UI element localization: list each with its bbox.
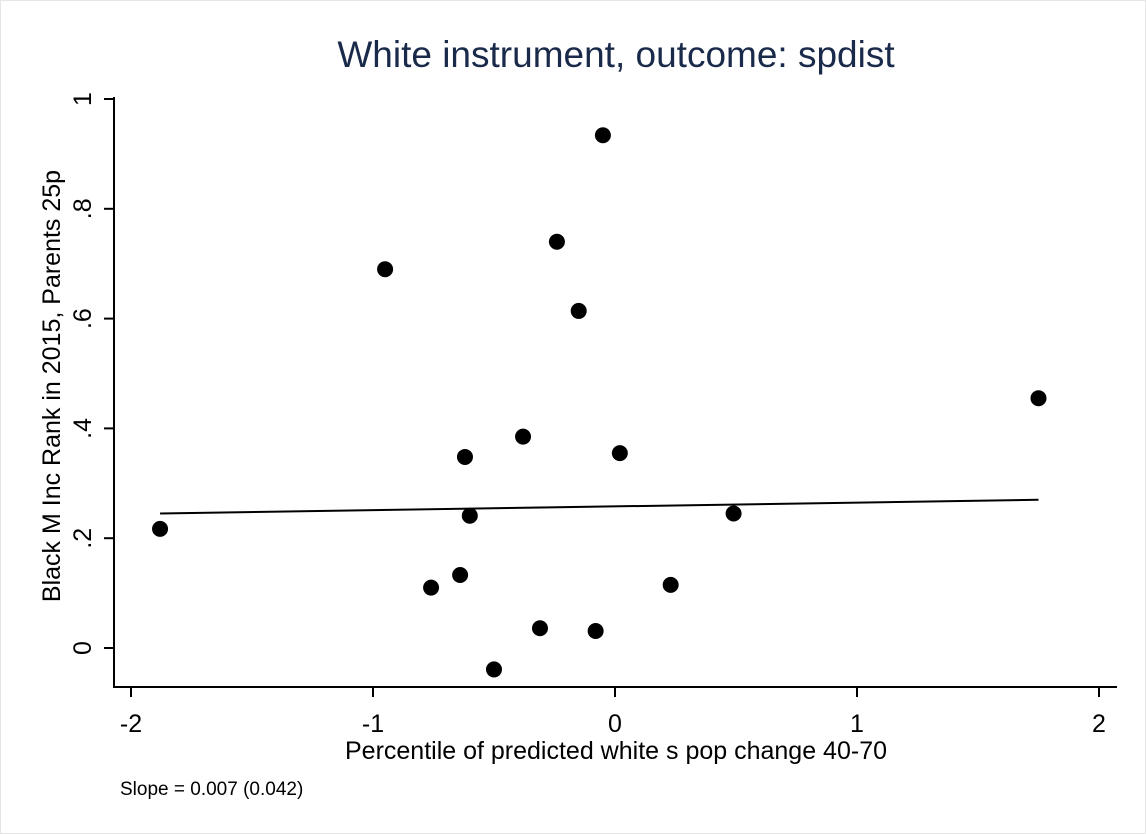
- data-point: [377, 261, 394, 278]
- x-tick-label: 1: [850, 710, 864, 738]
- y-ticks: 0 .2 .4 .6 .8 1: [69, 92, 114, 655]
- y-tick-label: .4: [69, 418, 97, 439]
- data-point: [531, 620, 548, 637]
- x-tick-label: -2: [120, 710, 142, 738]
- x-tick-label: -1: [362, 710, 384, 738]
- data-point: [662, 576, 679, 593]
- y-tick-label: 1: [69, 92, 97, 106]
- y-tick-label: .6: [69, 308, 97, 329]
- data-point: [725, 505, 742, 522]
- x-axis-label: Percentile of predicted white s pop chan…: [345, 737, 887, 765]
- data-point: [548, 233, 565, 250]
- x-ticks: -2 -1 0 1 2: [120, 687, 1106, 738]
- data-point: [570, 302, 587, 319]
- x-axis: -2 -1 0 1 2: [113, 686, 1117, 738]
- data-point: [594, 127, 611, 144]
- data-point: [461, 507, 478, 524]
- data-point: [423, 579, 440, 596]
- data-point: [456, 448, 473, 465]
- data-point: [1030, 390, 1047, 407]
- data-point: [486, 661, 502, 678]
- chart-title: White instrument, outcome: spdist: [337, 34, 895, 75]
- x-tick-label: 2: [1092, 710, 1106, 738]
- slope-note: Slope = 0.007 (0.042): [120, 779, 303, 800]
- y-tick-label: .2: [69, 528, 97, 549]
- fit-line: [160, 498, 1039, 515]
- y-axis: 0 .2 .4 .6 .8 1: [69, 92, 115, 687]
- x-tick-label: 0: [608, 710, 622, 738]
- y-axis-label: Black M Inc Rank in 2015, Parents 25p: [38, 170, 66, 602]
- data-point: [587, 622, 604, 639]
- data-point: [515, 428, 532, 445]
- data-point: [152, 520, 169, 537]
- y-tick-label: 0: [69, 641, 97, 655]
- data-point: [611, 445, 628, 462]
- y-tick-label: .8: [69, 198, 97, 219]
- data-point: [452, 566, 469, 583]
- data-points: [152, 127, 1047, 678]
